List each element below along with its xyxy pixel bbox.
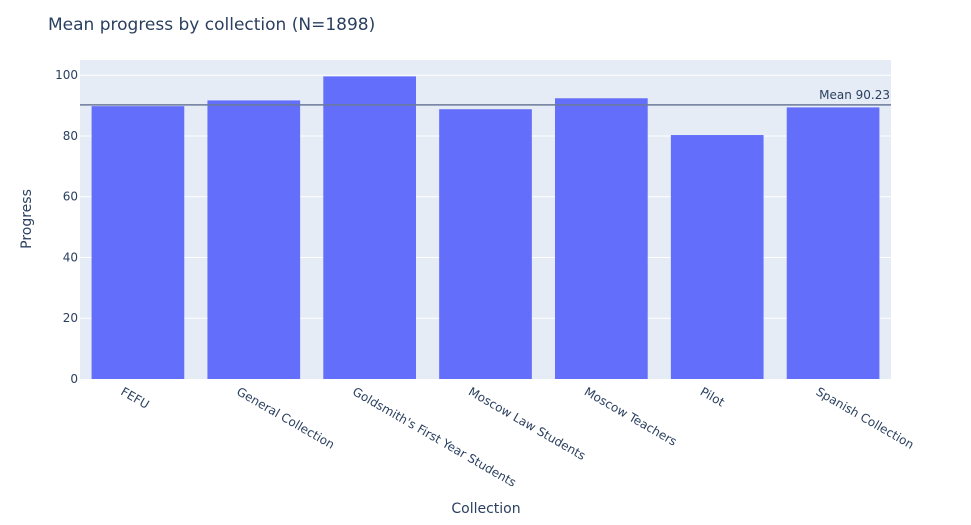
bar <box>670 135 764 379</box>
bar <box>207 100 301 379</box>
x-tick-label: FEFU <box>118 384 151 411</box>
mean-annotation: Mean 90.23 <box>819 88 890 102</box>
bar <box>439 109 532 380</box>
x-tick-label: General Collection <box>234 384 337 451</box>
x-tick-label: Spanish Collection <box>814 384 917 451</box>
x-tick-label: Moscow Teachers <box>582 384 679 448</box>
bar <box>555 98 648 379</box>
y-tick-label: 20 <box>63 311 78 325</box>
x-tick-label: Moscow Law Students <box>466 384 588 462</box>
y-tick-label: 40 <box>63 250 78 264</box>
y-tick-labels: 0 20 40 60 80 100 <box>55 68 78 386</box>
x-axis-label: Collection <box>451 501 520 517</box>
x-tick-label: Pilot <box>698 384 728 409</box>
y-tick-label: 0 <box>70 372 78 386</box>
bar <box>91 106 185 379</box>
y-tick-label: 60 <box>63 190 78 204</box>
bars <box>91 76 880 380</box>
y-tick-label: 100 <box>55 68 78 82</box>
y-axis-label: Progress <box>19 189 35 249</box>
y-tick-label: 80 <box>63 129 78 143</box>
chart-title: Mean progress by collection (N=1898) <box>48 15 375 35</box>
x-tick-labels: FEFU General Collection Goldsmith's First … <box>118 384 916 489</box>
bar <box>786 107 880 379</box>
bar <box>323 76 416 380</box>
